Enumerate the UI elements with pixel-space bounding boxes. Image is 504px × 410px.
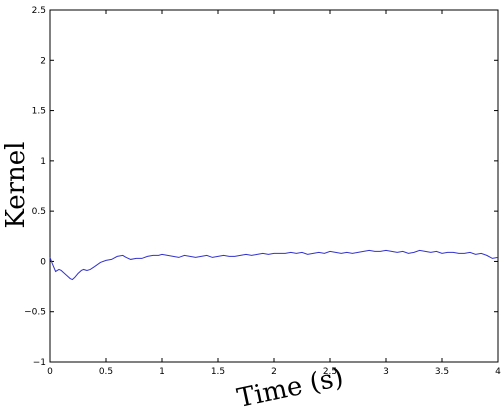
y-tick-label: −0.5: [24, 308, 46, 318]
x-tick-label: 2: [271, 367, 277, 377]
x-tick-label: 4: [495, 367, 501, 377]
x-tick-label: 1.5: [211, 367, 225, 377]
x-tick-label: 0: [47, 367, 53, 377]
y-tick-label: −1: [33, 358, 46, 368]
x-tick-label: 0.5: [99, 367, 113, 377]
y-tick-label: 0: [40, 257, 46, 267]
y-axis-label: Kernel: [1, 142, 31, 229]
y-tick-label: 2.5: [32, 6, 46, 16]
y-tick-label: 0.5: [32, 207, 46, 217]
y-tick-label: 1.5: [32, 107, 46, 117]
y-tick-label: 2: [40, 56, 46, 66]
x-tick-label: 3.5: [435, 367, 449, 377]
plot-area: 0 0.5 1 1.5 2 2.5 3 3.5 4 −1 −0.5 0 0.5 1 1.5 2 2.5: [24, 6, 501, 377]
series-line-kernel: [49, 249, 499, 281]
x-tick-label: 2.5: [323, 367, 337, 377]
x-tick-label: 1: [159, 367, 165, 377]
x-tick-label: 3: [383, 367, 389, 377]
y-tick-label: 1: [40, 157, 46, 167]
